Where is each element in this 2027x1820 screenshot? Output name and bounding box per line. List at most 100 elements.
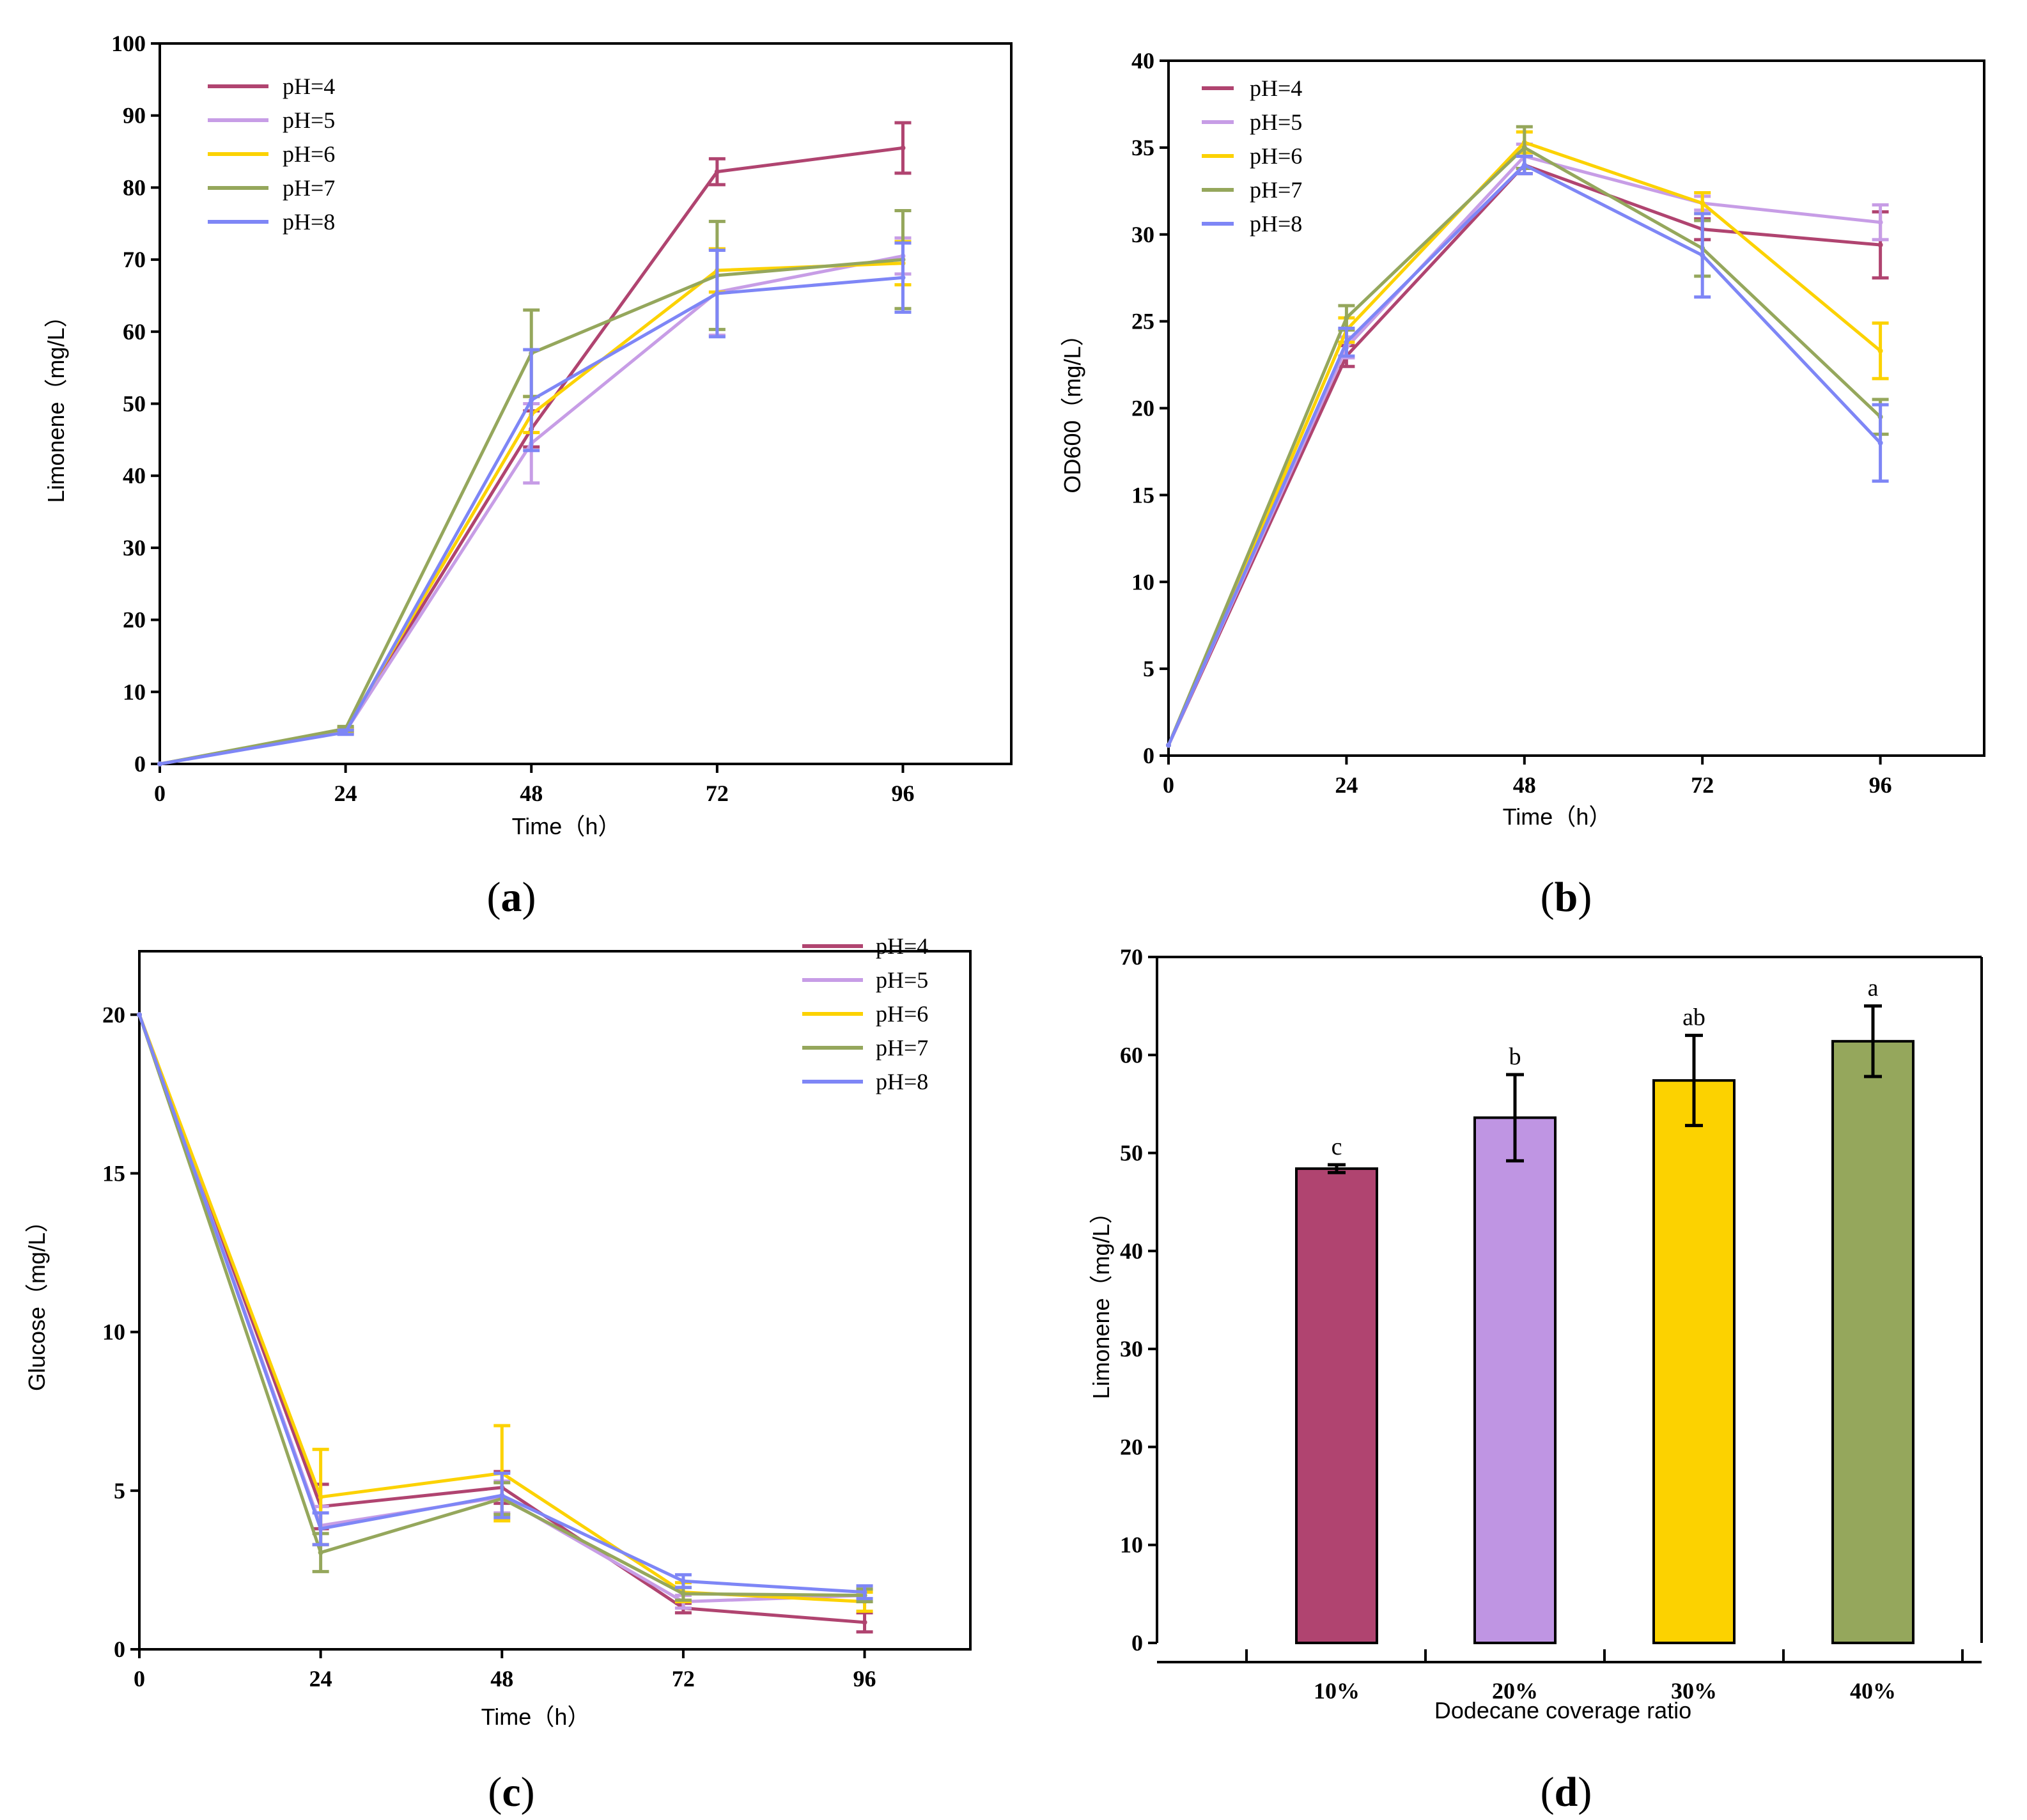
significance-letter: a bbox=[1868, 975, 1879, 1002]
y-tick-label: 10 bbox=[102, 1319, 125, 1345]
panel-label-c: (c) bbox=[488, 1769, 534, 1816]
x-tick-label: 20% bbox=[1492, 1678, 1538, 1704]
y-tick-label: 5 bbox=[114, 1478, 125, 1504]
y-tick-label: 80 bbox=[123, 175, 146, 200]
x-tick-label: 48 bbox=[520, 781, 543, 806]
panel-label-b: (b) bbox=[1541, 874, 1592, 921]
series-ph-8 bbox=[137, 1012, 873, 1601]
y-tick-label: 30 bbox=[1120, 1336, 1143, 1362]
x-tick-label: 0 bbox=[154, 781, 166, 806]
data-point bbox=[862, 1619, 867, 1625]
panel-label-d-close: ) bbox=[1578, 1769, 1592, 1816]
legend-label: pH=4 bbox=[283, 74, 335, 99]
y-axis-title: Limonene（mg/L） bbox=[1088, 1201, 1114, 1399]
panel-label-c-letter: c bbox=[502, 1769, 520, 1816]
x-tick-label: 72 bbox=[672, 1666, 695, 1692]
x-tick-label: 0 bbox=[1163, 772, 1174, 798]
series-ph-8 bbox=[157, 241, 912, 766]
x-tick-label: 48 bbox=[1513, 772, 1536, 798]
x-tick-label: 96 bbox=[1869, 772, 1892, 798]
x-axis-title: Time（h） bbox=[1503, 804, 1612, 830]
legend-label: pH=6 bbox=[1250, 143, 1302, 169]
y-tick-label: 25 bbox=[1131, 309, 1154, 334]
chart-a: 0 10 20 30 40 50 60 70 80 90 100 0 24 48 72 96 Time（h） Li… bbox=[43, 31, 1013, 921]
y-tick-label: 20 bbox=[102, 1002, 125, 1027]
x-axis-title: Time（h） bbox=[512, 813, 621, 839]
data-point bbox=[1700, 200, 1705, 206]
y-tick-label: 10 bbox=[1120, 1532, 1143, 1558]
data-point bbox=[499, 1493, 505, 1498]
y-tick-label: 50 bbox=[1120, 1140, 1143, 1166]
data-point bbox=[862, 1589, 867, 1595]
data-point bbox=[1344, 339, 1349, 345]
data-point bbox=[1700, 253, 1705, 258]
y-tick-label: 40 bbox=[123, 463, 146, 488]
y-tick-label: 15 bbox=[102, 1160, 125, 1186]
legend-label: pH=8 bbox=[876, 1069, 928, 1094]
data-point bbox=[1877, 348, 1883, 354]
y-tick-label: 30 bbox=[123, 535, 146, 561]
data-point bbox=[157, 761, 162, 766]
bar-10pct bbox=[1295, 1167, 1378, 1644]
panel-label-d-letter: d bbox=[1555, 1769, 1578, 1816]
legend-label: pH=5 bbox=[876, 967, 928, 993]
data-point bbox=[1877, 219, 1883, 225]
y-tick-label: 60 bbox=[1120, 1042, 1143, 1068]
y-tick-label: 30 bbox=[1131, 222, 1154, 247]
data-point bbox=[714, 291, 720, 297]
x-tick-label: 72 bbox=[706, 781, 729, 806]
y-tick-label: 20 bbox=[123, 607, 146, 633]
panel-label-c-open: ( bbox=[488, 1769, 502, 1816]
y-tick-label: 0 bbox=[134, 751, 146, 777]
legend-label: pH=6 bbox=[283, 141, 335, 167]
x-tick-label: 30% bbox=[1671, 1678, 1717, 1704]
y-tick-label: 5 bbox=[1143, 656, 1154, 681]
plot-frame bbox=[138, 950, 972, 1651]
significance-letter: ab bbox=[1682, 1004, 1705, 1031]
data-point bbox=[318, 1494, 323, 1500]
series-line bbox=[1167, 163, 1882, 746]
data-point bbox=[318, 1526, 323, 1532]
data-point bbox=[900, 275, 906, 281]
significance-letter: b bbox=[1509, 1043, 1521, 1070]
y-tick-label: 50 bbox=[123, 391, 146, 417]
significance-letter: c bbox=[1332, 1133, 1342, 1160]
panel-label-d: (d) bbox=[1541, 1769, 1592, 1816]
panel-label-b-close: ) bbox=[1578, 874, 1592, 921]
x-tick-label: 96 bbox=[853, 1666, 876, 1692]
bar-20pct bbox=[1473, 1116, 1557, 1644]
series-ph-7 bbox=[157, 208, 912, 766]
y-tick-label: 0 bbox=[114, 1637, 125, 1662]
x-tick-label: 24 bbox=[1335, 772, 1358, 798]
data-point bbox=[900, 145, 906, 151]
legend: pH=4 pH=5 pH=6 pH=7 pH=8 bbox=[1202, 75, 1302, 237]
legend-label: pH=4 bbox=[1250, 75, 1302, 101]
y-axis-title: Glucose（mg/L） bbox=[24, 1209, 50, 1391]
data-point bbox=[318, 1550, 323, 1555]
x-tick-label: 40% bbox=[1850, 1678, 1896, 1704]
data-point bbox=[1877, 242, 1883, 248]
data-point bbox=[680, 1578, 686, 1584]
y-tick-label: 35 bbox=[1131, 135, 1154, 160]
y-tick-label: 10 bbox=[1131, 569, 1154, 595]
legend-label: pH=7 bbox=[283, 175, 335, 201]
y-tick-label: 90 bbox=[123, 103, 146, 128]
y-tick-label: 60 bbox=[123, 319, 146, 345]
data-point bbox=[680, 1591, 686, 1597]
legend-label: pH=6 bbox=[876, 1001, 928, 1027]
legend-label: pH=5 bbox=[283, 107, 335, 133]
y-axis-title: Limonene（mg/L） bbox=[43, 304, 69, 502]
panel-label-c-close: ) bbox=[521, 1769, 535, 1816]
y-tick-label: 40 bbox=[1120, 1238, 1143, 1264]
series-line bbox=[1167, 154, 1881, 746]
data-point bbox=[1521, 144, 1527, 150]
series-ph-8 bbox=[1166, 154, 1889, 748]
x-tick-label: 96 bbox=[891, 781, 914, 806]
panel-label-b-letter: b bbox=[1555, 874, 1578, 921]
x-tick-label: 48 bbox=[490, 1666, 513, 1692]
bar-40pct bbox=[1831, 1039, 1914, 1644]
legend: pH=4 pH=5 pH=6 pH=7 pH=8 bbox=[802, 933, 928, 1094]
y-tick-label: 70 bbox=[1120, 944, 1143, 970]
y-tick-label: 15 bbox=[1131, 482, 1154, 508]
